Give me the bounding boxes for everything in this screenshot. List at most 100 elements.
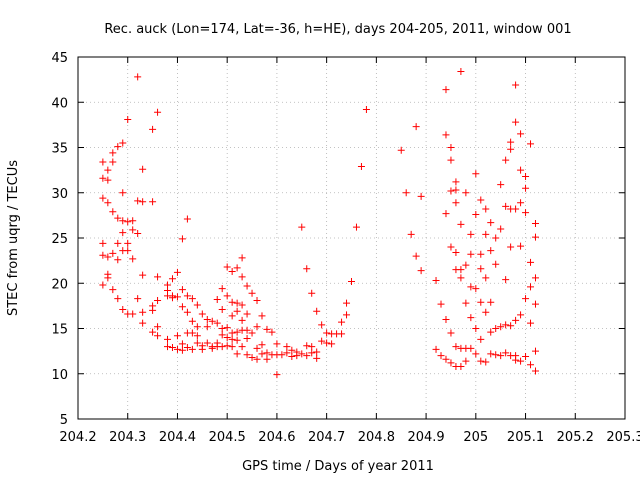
data-point: [502, 349, 510, 357]
data-point: [348, 277, 355, 285]
data-point: [323, 329, 331, 337]
data-point: [238, 273, 246, 281]
data-point: [178, 235, 186, 243]
data-point: [228, 267, 236, 275]
data-point: [149, 198, 157, 206]
data-point: [517, 311, 525, 319]
data-point: [303, 352, 311, 360]
x-tick-label: 204.8: [358, 430, 395, 445]
data-point: [178, 346, 186, 354]
data-point: [502, 276, 510, 284]
data-point: [477, 196, 485, 204]
data-point: [243, 326, 251, 334]
data-point: [283, 343, 291, 351]
data-point: [442, 210, 450, 218]
data-point: [139, 271, 147, 279]
y-tick-label: 35: [51, 142, 68, 157]
data-point: [492, 351, 500, 359]
data-point: [233, 328, 241, 336]
data-point: [467, 344, 475, 352]
data-point: [258, 312, 266, 320]
data-point: [188, 317, 196, 325]
data-point: [134, 229, 142, 237]
data-point: [114, 256, 122, 264]
data-point: [149, 328, 157, 336]
data-point: [288, 346, 296, 354]
data-point: [447, 329, 455, 337]
data-point: [154, 296, 162, 304]
data-point: [218, 343, 226, 351]
data-point: [139, 308, 147, 316]
data-point: [402, 189, 410, 197]
data-point: [218, 331, 226, 339]
data-point: [417, 267, 425, 275]
data-point: [467, 230, 475, 238]
data-point: [472, 210, 480, 218]
data-point: [178, 286, 186, 294]
x-tick-label: 204.2: [59, 430, 96, 445]
data-point: [407, 230, 415, 238]
data-point: [114, 214, 122, 222]
data-point: [119, 189, 127, 197]
data-point: [442, 131, 450, 139]
data-point: [104, 274, 112, 282]
data-point: [129, 217, 137, 225]
data-point: [193, 301, 201, 309]
data-point: [183, 308, 191, 316]
data-point: [522, 172, 530, 180]
data-point: [343, 311, 351, 319]
data-point: [173, 345, 181, 353]
data-point: [198, 345, 206, 353]
data-point: [462, 357, 470, 365]
data-point: [288, 353, 296, 361]
data-point: [278, 351, 286, 359]
data-point: [467, 283, 475, 291]
data-point: [507, 243, 515, 251]
data-point: [447, 243, 455, 251]
data-point: [99, 194, 107, 202]
x-tick-label: 204.9: [407, 430, 444, 445]
data-point: [497, 225, 505, 233]
data-point: [99, 174, 107, 182]
data-point: [507, 145, 515, 153]
data-point: [472, 325, 480, 332]
data-point: [173, 332, 181, 340]
data-point: [253, 323, 261, 331]
data-point: [208, 344, 216, 352]
data-point: [149, 125, 157, 133]
data-point: [139, 319, 147, 327]
data-point: [467, 314, 475, 322]
data-point: [99, 281, 107, 289]
data-points: [99, 67, 539, 379]
data-point: [437, 300, 445, 308]
data-point: [183, 344, 191, 352]
data-point: [233, 336, 241, 344]
x-tick-label: 204.5: [209, 430, 246, 445]
data-point: [397, 146, 405, 154]
data-point: [412, 252, 420, 260]
data-point: [452, 343, 460, 351]
data-point: [318, 337, 326, 345]
data-point: [248, 289, 256, 297]
data-point: [527, 283, 535, 291]
data-point: [517, 166, 525, 174]
y-tick-labels: 5 10 15 20 25 30 35 40 45: [51, 51, 68, 428]
y-tick-label: 30: [51, 187, 68, 202]
data-point: [303, 342, 311, 350]
data-point: [218, 305, 226, 313]
data-point: [527, 140, 535, 148]
data-point: [104, 253, 112, 261]
data-point: [313, 348, 321, 356]
data-point: [487, 328, 495, 336]
x-tick-label: 204.3: [109, 430, 146, 445]
data-point: [457, 274, 465, 282]
data-point: [492, 325, 500, 332]
x-tick-label: 205.3: [606, 430, 640, 445]
data-point: [124, 239, 132, 247]
data-point: [183, 292, 191, 300]
data-point: [208, 317, 216, 325]
data-point: [362, 105, 370, 113]
data-point: [432, 277, 440, 285]
data-point: [154, 108, 162, 116]
data-point: [517, 357, 525, 365]
